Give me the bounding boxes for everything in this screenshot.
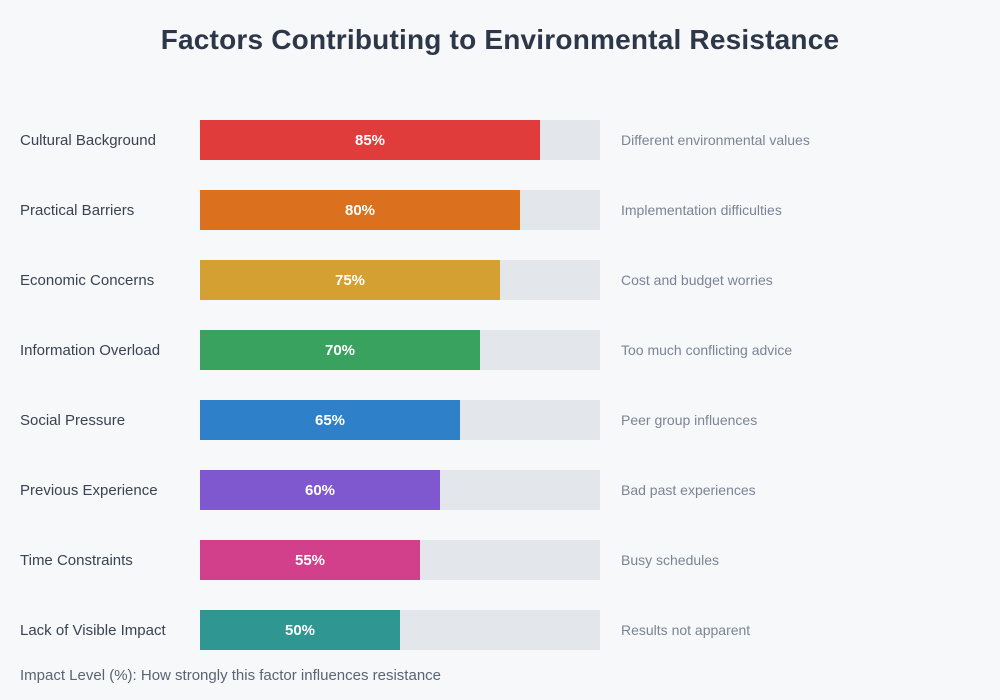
- factor-description: Bad past experiences: [621, 482, 756, 498]
- bar-value-label: 70%: [324, 341, 356, 359]
- bar-fill: 75%: [200, 260, 500, 300]
- factor-label: Time Constraints: [20, 551, 133, 569]
- bar-value-label: 85%: [354, 131, 386, 149]
- factor-description: Busy schedules: [621, 552, 720, 568]
- factor-description: Results not apparent: [621, 622, 751, 638]
- factor-label: Practical Barriers: [20, 201, 135, 219]
- bar-chart: Cultural Background 85% Different enviro…: [0, 120, 1000, 680]
- bar-track: 85%: [200, 120, 600, 160]
- bar-value-label: 55%: [294, 551, 326, 569]
- bar-row: Lack of Visible Impact 50% Results not a…: [0, 610, 1000, 650]
- bar-row: Social Pressure 65% Peer group influence…: [0, 400, 1000, 440]
- factor-description: Too much conflicting advice: [621, 342, 793, 358]
- factor-description: Cost and budget worries: [621, 272, 773, 288]
- bar-value-label: 75%: [334, 271, 366, 289]
- chart-note: Impact Level (%): How strongly this fact…: [20, 667, 442, 684]
- factor-label: Economic Concerns: [20, 271, 155, 289]
- factor-label: Previous Experience: [20, 481, 158, 499]
- bar-row: Previous Experience 60% Bad past experie…: [0, 470, 1000, 510]
- bar-value-label: 50%: [284, 621, 316, 639]
- bar-fill: 70%: [200, 330, 480, 370]
- bar-value-label: 60%: [304, 481, 336, 499]
- bar-fill: 65%: [200, 400, 460, 440]
- bar-fill: 80%: [200, 190, 520, 230]
- bar-value-label: 65%: [314, 411, 346, 429]
- bar-row: Information Overload 70% Too much confli…: [0, 330, 1000, 370]
- factor-description: Peer group influences: [621, 412, 758, 428]
- bar-track: 60%: [200, 470, 600, 510]
- bar-track: 75%: [200, 260, 600, 300]
- bar-row: Cultural Background 85% Different enviro…: [0, 120, 1000, 160]
- bar-fill: 50%: [200, 610, 400, 650]
- factor-description: Different environmental values: [621, 132, 810, 148]
- factor-label: Cultural Background: [20, 131, 156, 149]
- bar-track: 55%: [200, 540, 600, 580]
- bar-track: 80%: [200, 190, 600, 230]
- factor-label: Social Pressure: [20, 411, 126, 429]
- bar-fill: 85%: [200, 120, 540, 160]
- factor-label: Information Overload: [20, 341, 161, 359]
- bar-row: Practical Barriers 80% Implementation di…: [0, 190, 1000, 230]
- page-title: Factors Contributing to Environmental Re…: [160, 24, 840, 55]
- factor-label: Lack of Visible Impact: [20, 621, 166, 639]
- bar-row: Time Constraints 55% Busy schedules: [0, 540, 1000, 580]
- bar-value-label: 80%: [344, 201, 376, 219]
- bar-track: 50%: [200, 610, 600, 650]
- bar-fill: 55%: [200, 540, 420, 580]
- factor-description: Implementation difficulties: [621, 202, 782, 218]
- bar-track: 70%: [200, 330, 600, 370]
- bar-track: 65%: [200, 400, 600, 440]
- bar-row: Economic Concerns 75% Cost and budget wo…: [0, 260, 1000, 300]
- bar-fill: 60%: [200, 470, 440, 510]
